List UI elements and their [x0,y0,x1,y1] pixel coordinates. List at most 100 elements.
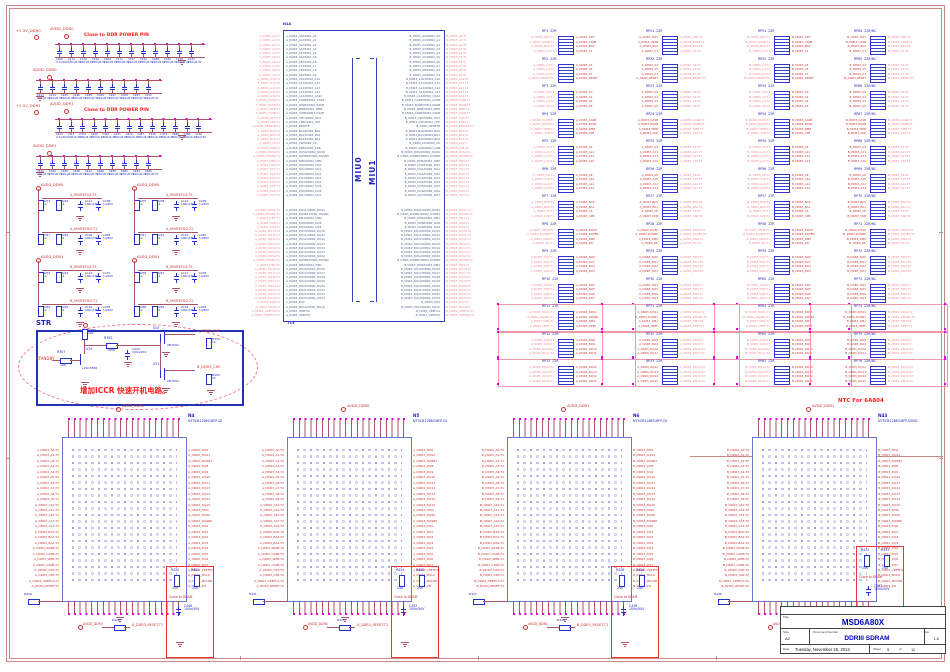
capacitor-label[interactable]: C415 100n/6.3V [102,133,116,139]
resistor-pack[interactable] [558,63,574,83]
net-labels-chip-left[interactable]: A_DDR3_A0-T1 A_DDR3_A1-T1 A_DDR3_A2-T1 A… [28,448,59,589]
capacitor-label[interactable]: C439 100n/6.3V [90,133,105,139]
resistor[interactable] [639,575,645,587]
net-labels-pack-right[interactable]: B_DDR3_DQ0-T2 B_DDR3_DQ1-T2 B_DDR3_DQ2-T… [888,255,912,273]
resistor[interactable] [152,234,158,245]
capacitor-label[interactable]: C418 100n/6.3V [148,133,163,139]
resistor-pack[interactable] [774,36,790,55]
net-labels-pack-right[interactable]: A_DDR3_DQS0-T2 A_DDR3_DQSB0-T2 A_DDR3_DM… [680,227,707,246]
resistor[interactable] [619,575,625,587]
capacitor-label[interactable]: C214 100n/6.3V [49,94,63,100]
net-labels-pack-left[interactable]: A_DDR3_CASB A_DDR3_RASB A_DDR3_WEB A_DDR… [637,117,658,136]
capacitor-label[interactable]: C196 100n/6.3V [73,94,87,100]
net-labels-pack-right[interactable]: A_DDR3_DQ4-T2 A_DDR3_DQ5-T2 A_DDR3_DQ6-T… [680,282,704,301]
net-labels-pack-left[interactable]: B_DDR3_ODT B_DDR3_CS0B B_DDR3_BA2 B_DDR3… [845,35,866,53]
capacitor-label[interactable]: C441 100n/6.3V [37,170,51,176]
net-label-vref[interactable]: B_MIVREFCA-T1 [70,265,97,269]
resistor-pack[interactable] [774,366,790,385]
capacitor-label[interactable]: C171 100n/6.3V [116,58,130,64]
resistor-pack[interactable] [870,173,886,193]
net-labels-pack-right[interactable]: A_DDR3_A3-T2 A_DDR3_A5-T2 A_DDR3_A7-T2 A… [680,62,706,81]
net-labels-pack-left[interactable]: B_DDR3_CASB-T1 B_DDR3_RASB-T1 B_DDR3_WEB… [745,117,770,136]
resistor-pack[interactable] [870,283,886,303]
net-labels-pack-right[interactable]: B_DDR3_DQ12 B_DDR3_DQ13 B_DDR3_DQ14 B_DD… [792,365,813,383]
net-labels-pack-left[interactable]: A_DDR3_A8-T1 A_DDR3_A10-T1 A_DDR3_A12-T1… [531,172,554,191]
net-label-vref[interactable]: A_MIVREFCA-T1 [70,193,97,197]
resistor-pack[interactable] [774,256,790,275]
resistor[interactable] [253,599,265,605]
power-net-label[interactable]: AVDD_DDR1 [137,255,160,259]
net-labels-pack-right[interactable]: B_DDR3_BA0-T2 B_DDR3_BA1-T2 B_DDR3_CK-T2… [888,200,911,218]
resistor-pack[interactable] [774,146,790,165]
capacitor-label[interactable]: C345 100n/6.3V [61,170,75,176]
resistor-pack[interactable] [774,338,790,358]
resistor[interactable] [56,234,62,245]
resistor-pack[interactable] [558,256,574,275]
net-labels-pack-left[interactable]: B_DDR3_DQS1 B_DDR3_DQSB1 B_DDR3_DM1 B_DD… [843,310,866,328]
resistor-pack[interactable] [558,228,574,248]
net-labels-pack-right[interactable]: B_DDR3_ODT B_DDR3_CS0B B_DDR3_BA2 B_DDR3… [792,35,813,53]
resistor-pack[interactable] [662,201,678,220]
resistor-pack[interactable] [774,118,790,138]
capacitor-label[interactable]: C485 100n/6.3V [145,170,159,176]
resistor[interactable] [174,575,180,587]
resistor-pack[interactable] [558,366,574,385]
resistor-pack[interactable] [558,146,574,165]
net-labels-pack-left[interactable]: B_DDR3_DQ0-T1 B_DDR3_DQ1-T1 B_DDR3_DQ2-T… [746,255,770,273]
net-labels-pack-left[interactable]: B_DDR3_DQ8 B_DDR3_DQ9 B_DDR3_DQ10 B_DDR3… [845,337,866,356]
resistor-pack[interactable] [774,91,790,110]
net-labels-pack-right[interactable]: A_DDR3_A3 A_DDR3_A5 A_DDR3_A7 A_DDR3_RES… [576,62,598,81]
capacitor-label[interactable]: C413 4.7u/16V [56,133,68,139]
capacitor-label[interactable]: C442 100n/6.3V [85,170,99,176]
capacitor-label[interactable]: C469 100n/6.3V [97,170,111,176]
net-labels-pack-right[interactable]: A_DDR3_A8-T2 A_DDR3_A10-T2 A_DDR3_A12-T2… [680,172,703,191]
resistor-pack[interactable] [662,311,678,330]
capacitor-label[interactable]: C471 100n/6.3V [114,133,128,139]
net-labels-pack-left[interactable]: A_DDR3_DQ4-T1 A_DDR3_DQ5-T1 A_DDR3_DQ6-T… [530,282,554,301]
capacitor-label[interactable]: C346 100n/6.3V [73,170,87,176]
net-labels-pack-left[interactable]: A_DDR3_CASB-T1 A_DDR3_RASB-T1 A_DDR3_WEB… [529,117,554,136]
net-labels-pack-left[interactable]: B_DDR3_CASB B_DDR3_RASB B_DDR3_WEB B_DDR… [845,117,866,136]
capacitor-label[interactable]: C208 100n/6.3V [121,94,135,100]
resistor[interactable] [864,555,870,567]
capacitor-label[interactable]: C204 100n/6.3V [104,58,118,64]
net-labels-pack-right[interactable]: B_DDR3_A0 B_DDR3_A2 B_DDR3_A4 B_DDR3_A6 [792,90,809,108]
capacitor-label[interactable]: C170 100n/6.3V [68,58,82,64]
capacitor-label[interactable]: C486 100n/6.3V [109,170,123,176]
capacitor-label[interactable]: C186 100n/6.3V [85,94,99,100]
net-labels-pack-right[interactable]: B_DDR3_A9-T2 B_DDR3_A11-T2 B_DDR3_A13-T2… [888,145,911,163]
capacitor-label[interactable]: C209 100n/6.3V [133,94,147,100]
capacitor-label[interactable]: C197 100n/6.3V [128,58,142,64]
resistor[interactable] [339,625,351,631]
net-labels-pack-left[interactable]: B_DDR3_DQ4-T1 B_DDR3_DQ5-T1 B_DDR3_DQ6-T… [746,282,770,301]
net-labels-pack-right[interactable]: A_DDR3_CASB A_DDR3_RASB A_DDR3_WEB A_DDR… [576,117,597,136]
net-labels-pack-left[interactable]: B_DDR3_A8 B_DDR3_A10 B_DDR3_A12 B_DDR3_A… [847,172,866,191]
capacitor-label[interactable]: C479 100n/6.3V [125,133,139,139]
capacitor-label[interactable]: C414 100n/6.3V [67,133,81,139]
power-net-label[interactable]: AVDD_DDR0 [33,67,57,72]
resistor-pack[interactable] [774,283,790,303]
net-labels-pack-right[interactable]: B_DDR3_A0-T2 B_DDR3_A2-T2 B_DDR3_A4-T2 B… [888,90,909,108]
resistor-pack[interactable] [870,201,886,220]
resistor[interactable] [419,575,425,587]
net-labels-pack-left[interactable]: B_DDR3_DQ12 B_DDR3_DQ13 B_DDR3_DQ14 B_DD… [845,365,866,383]
net-labels-pack-right[interactable]: B_DDR3_BA0 B_DDR3_BA1 B_DDR3_CK B_DDR3_C… [792,200,811,218]
net-labels-pack-left[interactable]: A_DDR3_DQ12 A_DDR3_DQ13 A_DDR3_DQ14 A_DD… [637,365,658,383]
net-labels-pack-right[interactable]: B_DDR3_DQS1 B_DDR3_DQSB1 B_DDR3_DM1 B_DD… [792,310,815,328]
net-labels-pack-right[interactable]: B_DDR3_A3 B_DDR3_A5 B_DDR3_A7 B_DDR3_RES… [792,62,814,81]
resistor-pack[interactable] [774,201,790,220]
capacitor-label[interactable]: C182 100n/6.3V [164,58,178,64]
net-labels-pack-right[interactable]: A_DDR3_DQS0 A_DDR3_DQSB0 A_DDR3_DM0 A_DD… [576,227,599,246]
net-labels-pack-left[interactable]: A_DDR3_DQS0 A_DDR3_DQSB0 A_DDR3_DM0 A_DD… [635,227,658,246]
capacitor-label[interactable]: C194 100n/6.3V [92,58,106,64]
net-labels-pack-left[interactable]: B_DDR3_DQS1-T1 B_DDR3_DQSB1-T1 B_DDR3_DM… [743,310,770,328]
resistor-pack[interactable] [662,36,678,55]
capacitor-label[interactable]: C126 10u/16V [195,133,207,139]
resistor-pack[interactable] [870,146,886,165]
resistor[interactable] [134,306,140,317]
resistor-pack[interactable] [870,311,886,330]
net-labels-pack-left[interactable]: A_DDR3_A3-T1 A_DDR3_A5-T1 A_DDR3_A7-T1 A… [528,62,554,81]
resistor[interactable] [473,599,485,605]
net-labels-pack-left[interactable]: A_DDR3_A9 A_DDR3_A11 A_DDR3_A13 A_DDR3_A… [639,145,658,163]
net-labels-pack-right[interactable]: B_DDR3_ODT-T2 B_DDR3_CS0B-T2 B_DDR3_BA2-… [888,35,913,53]
